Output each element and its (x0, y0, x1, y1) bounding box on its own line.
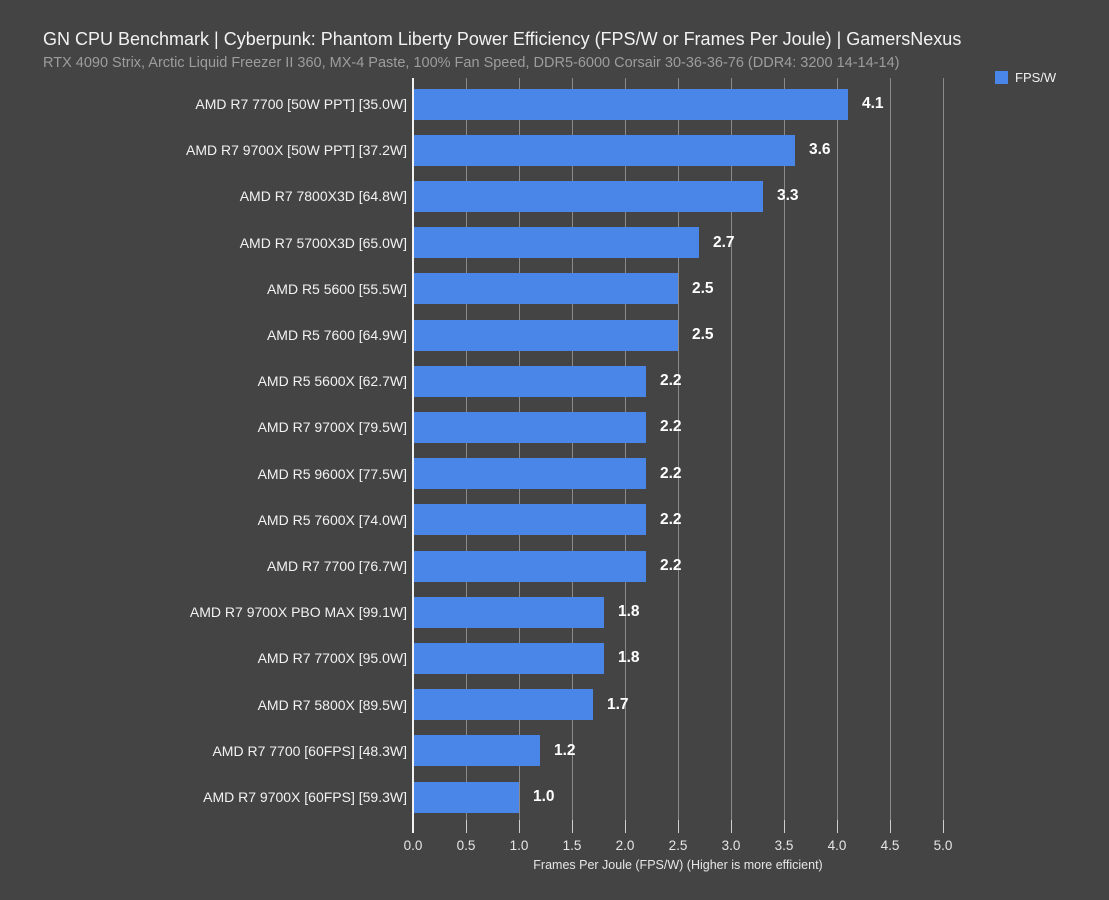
legend-label: FPS/W (1015, 70, 1057, 85)
bar (414, 458, 646, 490)
x-axis-tick-mark (731, 820, 732, 833)
category-label: AMD R5 5600 [55.5W] (266, 280, 407, 297)
category-label: AMD R7 7700 [76.7W] (266, 558, 407, 574)
x-axis-tick-label: 2.5 (668, 838, 688, 853)
bar (414, 596, 604, 628)
category-label: AMD R7 7700X [95.0W] (257, 650, 407, 667)
category-label: AMD R7 7700 [60FPS] [48.3W] (212, 742, 407, 759)
gridline (837, 78, 838, 820)
gridline (678, 78, 679, 820)
x-axis-tick-label: 2.0 (615, 838, 635, 853)
bar (414, 180, 763, 212)
category-label: AMD R7 5700X3D [65.0W] (239, 234, 407, 251)
chart-title: GN CPU Benchmark | Cyberpunk: Phantom Li… (43, 29, 962, 49)
x-axis-tick-mark (625, 820, 626, 833)
chart-subtitle: RTX 4090 Strix, Arctic Liquid Freezer II… (43, 55, 900, 71)
legend-color-swatch (995, 71, 1008, 84)
x-axis-tick-mark (784, 820, 785, 833)
bar (414, 134, 795, 166)
x-axis-tick-label: 3.0 (721, 838, 741, 853)
category-label: AMD R7 9700X [79.5W] (257, 419, 407, 436)
bar (414, 273, 678, 305)
x-axis-tick-label: 4.0 (827, 838, 847, 853)
bar (414, 504, 646, 536)
category-label: AMD R5 7600 [64.9W] (266, 327, 407, 343)
gridline (784, 78, 785, 820)
legend: FPS/W (995, 70, 1056, 85)
value-label: 1.7 (607, 695, 629, 713)
value-label: 2.2 (660, 510, 682, 528)
value-label: 3.6 (809, 141, 831, 159)
x-axis-tick-label: 1.5 (562, 838, 582, 853)
bar (414, 411, 646, 443)
bar (414, 227, 699, 259)
bar (414, 689, 593, 721)
value-label: 1.8 (618, 603, 640, 621)
value-label: 3.3 (777, 187, 799, 205)
x-axis-tick-mark (890, 820, 891, 833)
category-label: AMD R7 9700X PBO MAX [99.1W] (189, 604, 407, 621)
x-axis-tick-mark (943, 820, 944, 833)
x-axis-tick-mark (678, 820, 679, 833)
value-label: 2.7 (713, 233, 735, 251)
gridline (519, 78, 520, 820)
x-axis-tick-mark (572, 820, 573, 833)
gridline (890, 78, 891, 820)
category-label: AMD R5 9600X [77.5W] (257, 465, 407, 482)
bar (414, 781, 519, 813)
category-label: AMD R5 7600X [74.0W] (257, 511, 407, 528)
bar (414, 642, 604, 674)
value-label: 1.2 (554, 741, 576, 759)
x-axis-tick-mark (466, 820, 467, 833)
x-axis-tick-label: 0.0 (403, 838, 423, 853)
value-label: 2.2 (660, 464, 682, 482)
x-axis-tick-label: 4.5 (880, 838, 900, 853)
category-label: AMD R7 7800X3D [64.8W] (239, 188, 407, 205)
gridline (466, 78, 467, 820)
category-label: AMD R7 5800X [89.5W] (257, 696, 407, 713)
bar (414, 550, 646, 582)
x-axis-tick-mark (837, 820, 838, 833)
value-label: 2.2 (660, 557, 682, 574)
x-axis-tick-mark (519, 820, 520, 833)
x-axis-tick-label: 1.0 (509, 838, 529, 853)
bar (414, 365, 646, 397)
x-axis-title: Frames Per Joule (FPS/W) (Higher is more… (533, 858, 823, 872)
value-label: 1.0 (533, 788, 555, 805)
value-label: 2.5 (692, 326, 714, 343)
gridline (572, 78, 573, 820)
bar (414, 319, 678, 351)
x-axis-tick-label: 3.5 (774, 838, 794, 853)
x-axis-tick-label: 0.5 (456, 838, 476, 853)
value-label: 2.2 (660, 418, 682, 436)
value-label: 2.5 (692, 279, 714, 297)
x-axis-tick-label: 5.0 (933, 838, 953, 853)
gridline (943, 78, 944, 820)
value-label: 4.1 (862, 95, 884, 112)
category-label: AMD R5 5600X [62.7W] (257, 373, 407, 390)
category-label: AMD R7 9700X [50W PPT] [37.2W] (186, 142, 407, 159)
value-label: 1.8 (618, 649, 640, 667)
bar (414, 735, 540, 767)
y-axis-line (412, 78, 414, 833)
category-label: AMD R7 9700X [60FPS] [59.3W] (203, 789, 407, 805)
value-label: 2.2 (660, 372, 682, 390)
gridline (625, 78, 626, 820)
gridline (731, 78, 732, 820)
bar (414, 88, 848, 120)
category-label: AMD R7 7700 [50W PPT] [35.0W] (195, 96, 407, 112)
